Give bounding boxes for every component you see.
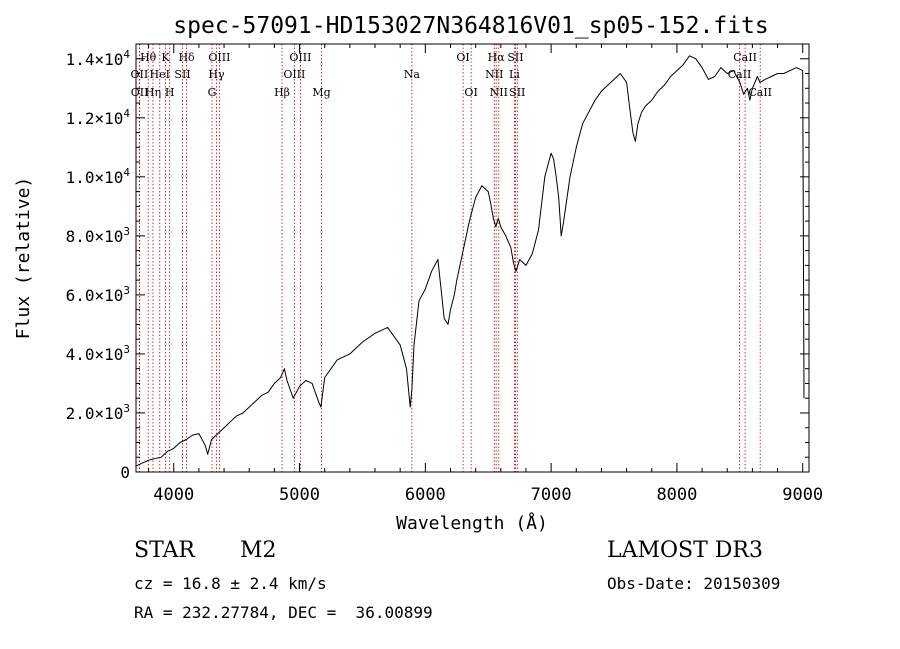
spectral-line-label: OIII <box>283 68 305 81</box>
spectral-line-label: HeI <box>150 68 170 81</box>
x-tick-label: 6000 <box>405 485 446 505</box>
survey-name: LAMOST DR3 <box>607 538 763 563</box>
spectral-line-label: CaII <box>728 68 752 81</box>
spectral-line-label: Hβ <box>274 86 290 99</box>
object-subclass: M2 <box>240 538 277 563</box>
spectral-line-label: Mg <box>312 86 330 99</box>
spectral-line-markers <box>138 44 761 472</box>
spectral-line-label: SII <box>509 86 525 99</box>
spectral-line-label: NII <box>485 68 503 81</box>
y-tick-label: 4.0×103 <box>66 343 130 364</box>
spectral-line-label: SII <box>174 68 190 81</box>
x-axis-label: Wavelength (Å) <box>396 512 548 534</box>
y-tick-label: 1.0×104 <box>66 166 131 187</box>
spectral-line-label: OIII <box>289 51 311 64</box>
spectral-line-label: OIII <box>208 51 230 64</box>
plot-frame <box>135 43 810 473</box>
y-axis-ticks: 0 2.0×103 4.0×103 6.0×103 8.0×103 1.0×104 1.2×… <box>66 48 809 482</box>
y-tick-label: 8.0×103 <box>66 225 130 246</box>
spectral-line-label: Na <box>404 68 421 81</box>
flux-line <box>135 55 805 467</box>
spectral-line-label: CaII <box>748 86 772 99</box>
spectral-line-label: Hθ <box>140 51 157 64</box>
spectral-line-label: H <box>165 86 175 99</box>
chart-title: spec-57091-HD153027N364816V01_sp05-152.f… <box>173 13 768 39</box>
spectral-line-label: NII <box>490 86 508 99</box>
spectral-line-label: OI <box>464 86 477 99</box>
spectral-line-label: OII <box>131 86 149 99</box>
spectral-line-label: OII <box>131 68 149 81</box>
x-tick-label: 7000 <box>531 485 572 505</box>
y-tick-label: 6.0×103 <box>66 284 130 305</box>
object-class: STAR <box>134 538 195 563</box>
spectral-line-label: G <box>208 86 217 99</box>
x-tick-label: 5000 <box>279 485 320 505</box>
y-tick-label: 1.4×104 <box>66 48 131 69</box>
y-axis-label: Flux (relative) <box>13 177 34 340</box>
spectral-line-label: K <box>161 51 170 64</box>
x-axis-ticks: 4000 5000 6000 7000 8000 9000 <box>148 44 823 505</box>
y-tick-label: 1.2×104 <box>66 107 131 128</box>
spectral-line-label: OI <box>456 51 469 64</box>
coordinates: RA = 232.27784, DEC = 36.00899 <box>134 603 433 622</box>
x-tick-label: 8000 <box>656 485 697 505</box>
y-tick-label: 2.0×103 <box>66 402 130 423</box>
obs-date: Obs-Date: 20150309 <box>607 574 781 593</box>
y-tick-label: 0 <box>120 463 130 482</box>
spectral-line-label: CaII <box>733 51 757 64</box>
spectral-line-label: Hγ <box>208 68 225 81</box>
spectral-line-label: Li <box>509 68 520 81</box>
spectral-line-label: SII <box>507 51 523 64</box>
spectral-line-label: Hη <box>145 86 161 99</box>
spectral-line-label: Hα <box>488 51 506 64</box>
flux-series <box>135 55 805 467</box>
x-tick-label: 9000 <box>782 485 823 505</box>
spectral-line-label: Hδ <box>178 51 195 64</box>
x-tick-label: 4000 <box>153 485 194 505</box>
redshift-text: cz = 16.8 ± 2.4 km/s <box>134 574 327 593</box>
